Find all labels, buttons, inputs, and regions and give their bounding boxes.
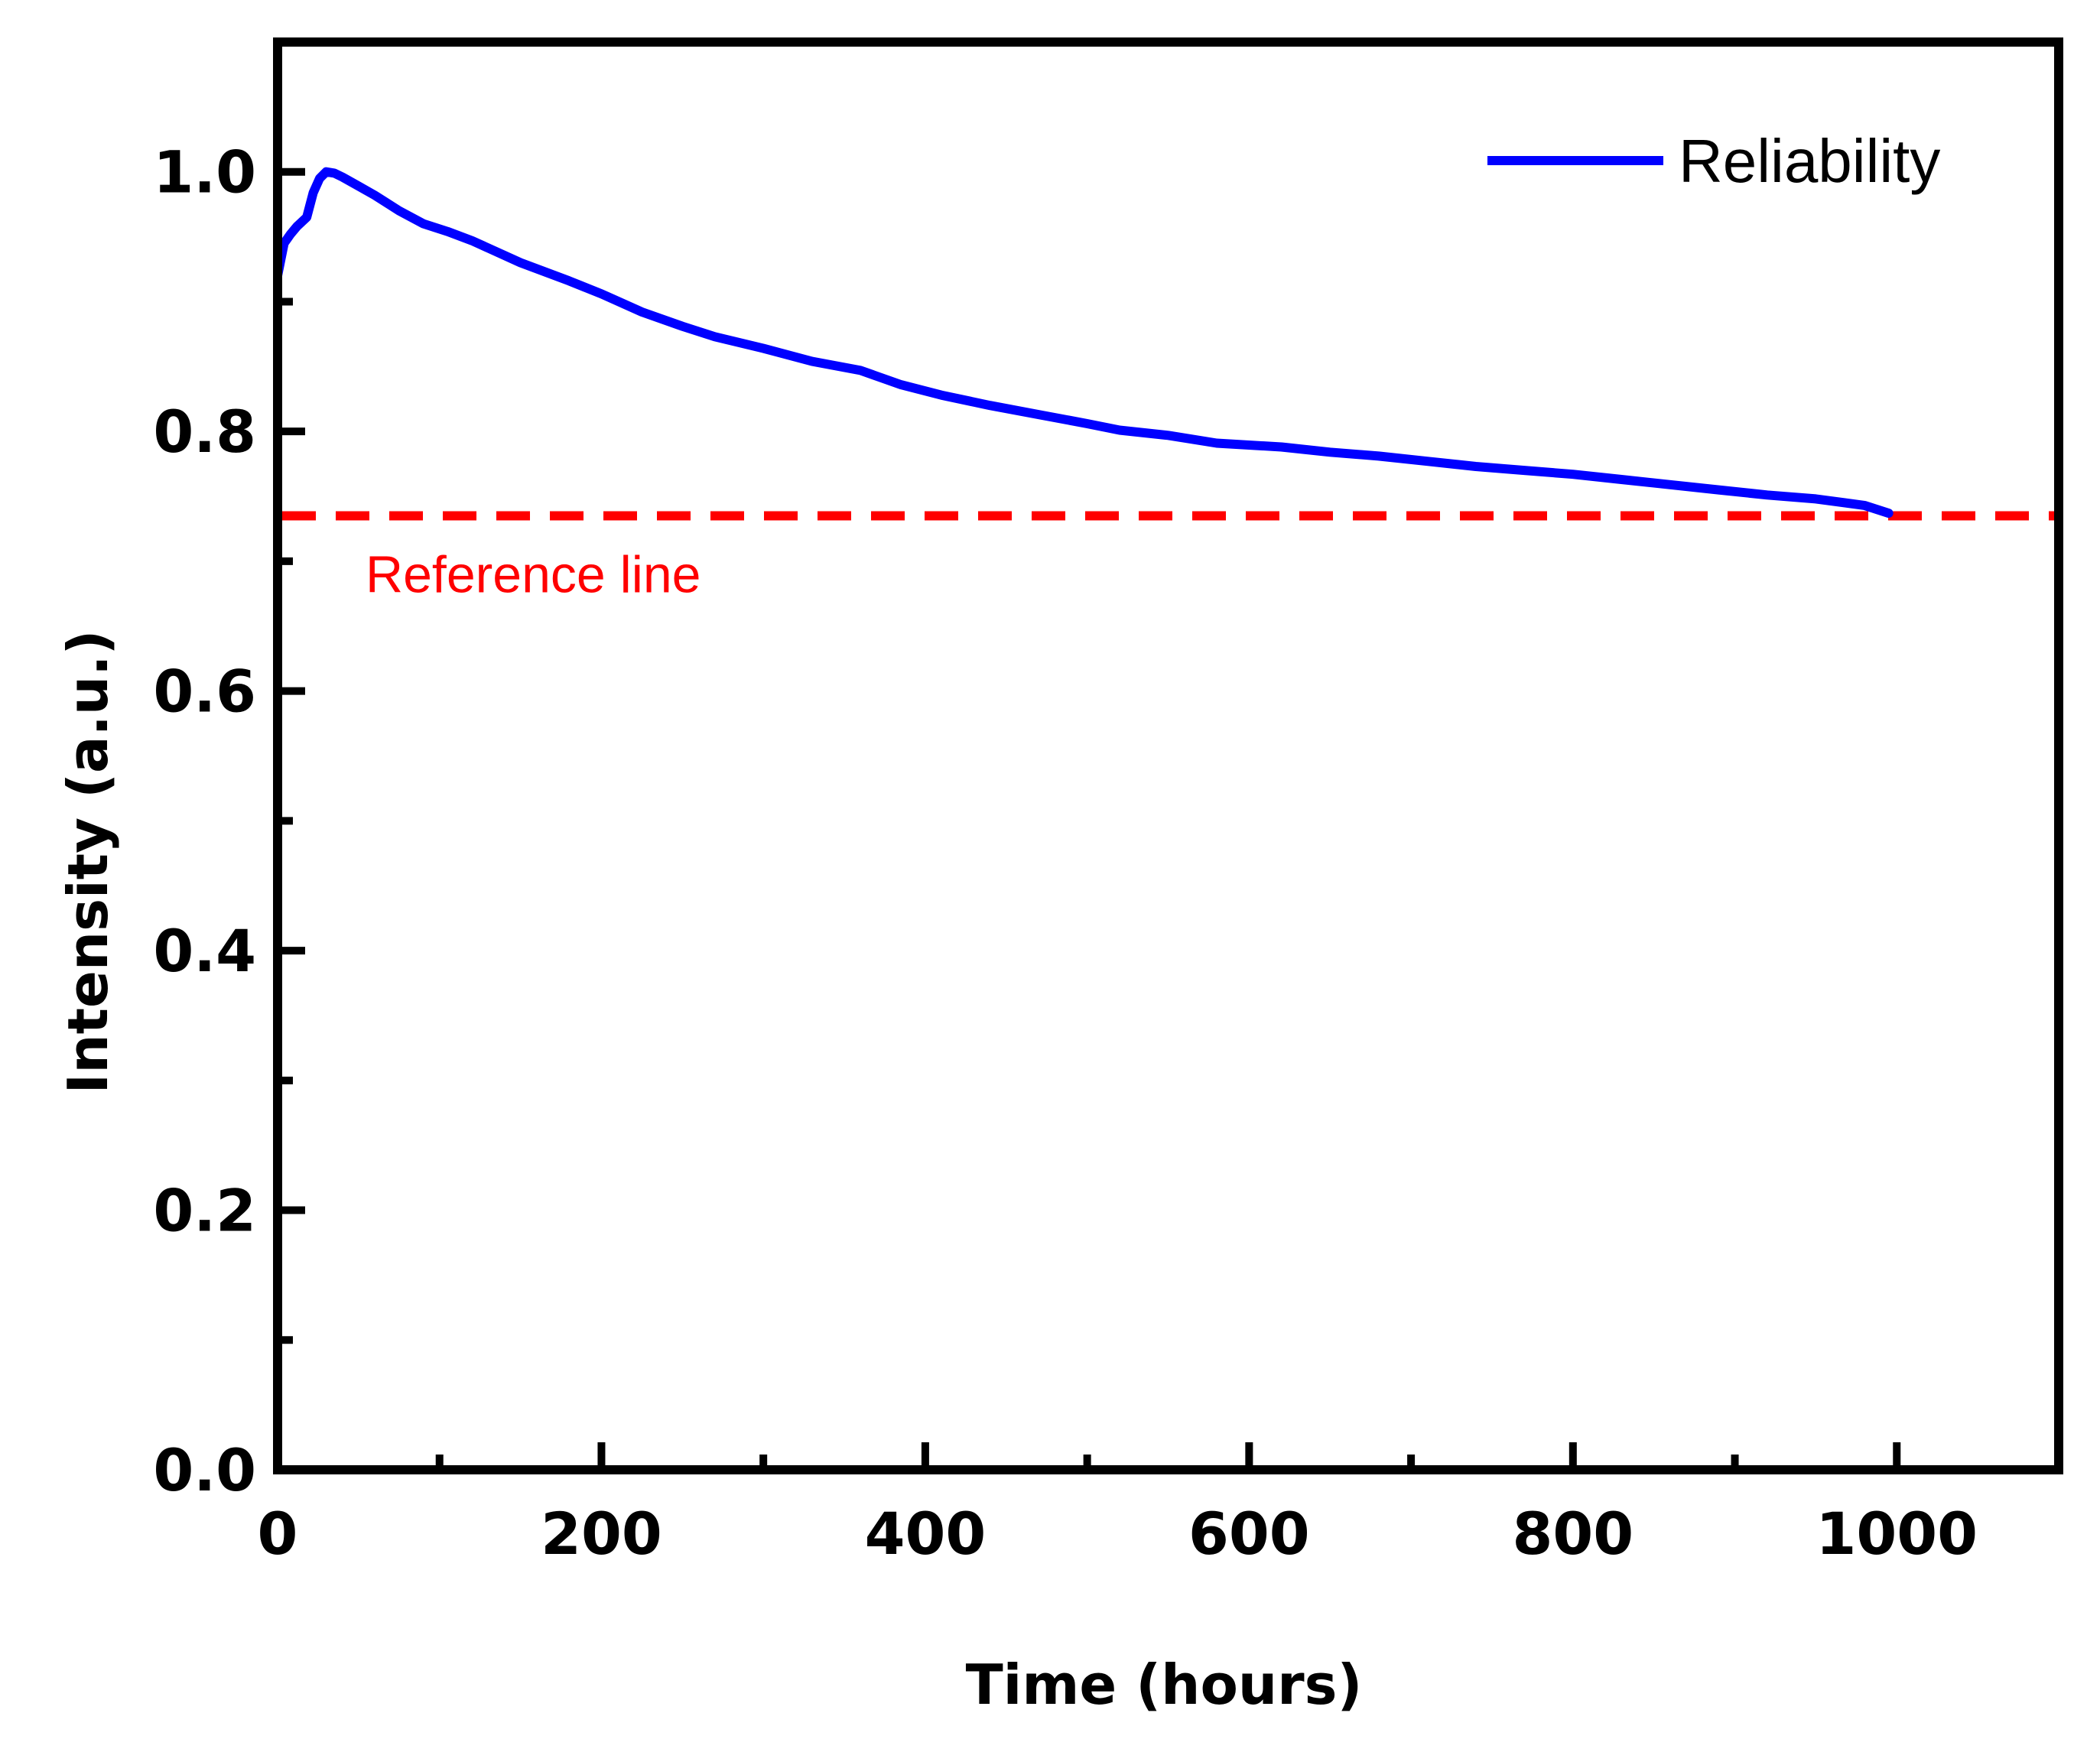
plot-frame [273, 37, 2063, 1474]
x-tick-label: 800 [1512, 1500, 1634, 1568]
y-tick-label: 0.0 [153, 1436, 256, 1504]
reference-line-group: Reference line [282, 511, 2054, 604]
legend-label-reliability: Reliability [1679, 127, 1940, 195]
axis-ticks: 0 200 400 600 800 1000 0.0 0.2 0.4 0.6 0.8 1.0 [153, 138, 1978, 1568]
x-tick-label: 400 [865, 1500, 987, 1568]
y-tick-label: 1.0 [153, 138, 256, 206]
legend: Reliability [1487, 127, 1940, 195]
y-tick-label: 0.8 [153, 398, 256, 466]
x-tick-label: 200 [541, 1500, 662, 1568]
y-axis-label: Intensity (a.u.) [56, 630, 120, 1094]
x-tick-label: 600 [1188, 1500, 1310, 1568]
series-group [273, 167, 1894, 518]
x-tick-label: 1000 [1816, 1500, 1978, 1568]
x-tick-label: 0 [258, 1500, 298, 1568]
series-line-reliability [273, 167, 1894, 518]
x-axis-label: Time (hours) [966, 1653, 1363, 1717]
y-tick-label: 0.4 [153, 917, 256, 985]
axes-frame [273, 37, 2063, 1474]
y-tick-label: 0.6 [153, 658, 256, 726]
y-tick-label: 0.2 [153, 1177, 256, 1245]
reference-line-label: Reference line [366, 546, 701, 604]
